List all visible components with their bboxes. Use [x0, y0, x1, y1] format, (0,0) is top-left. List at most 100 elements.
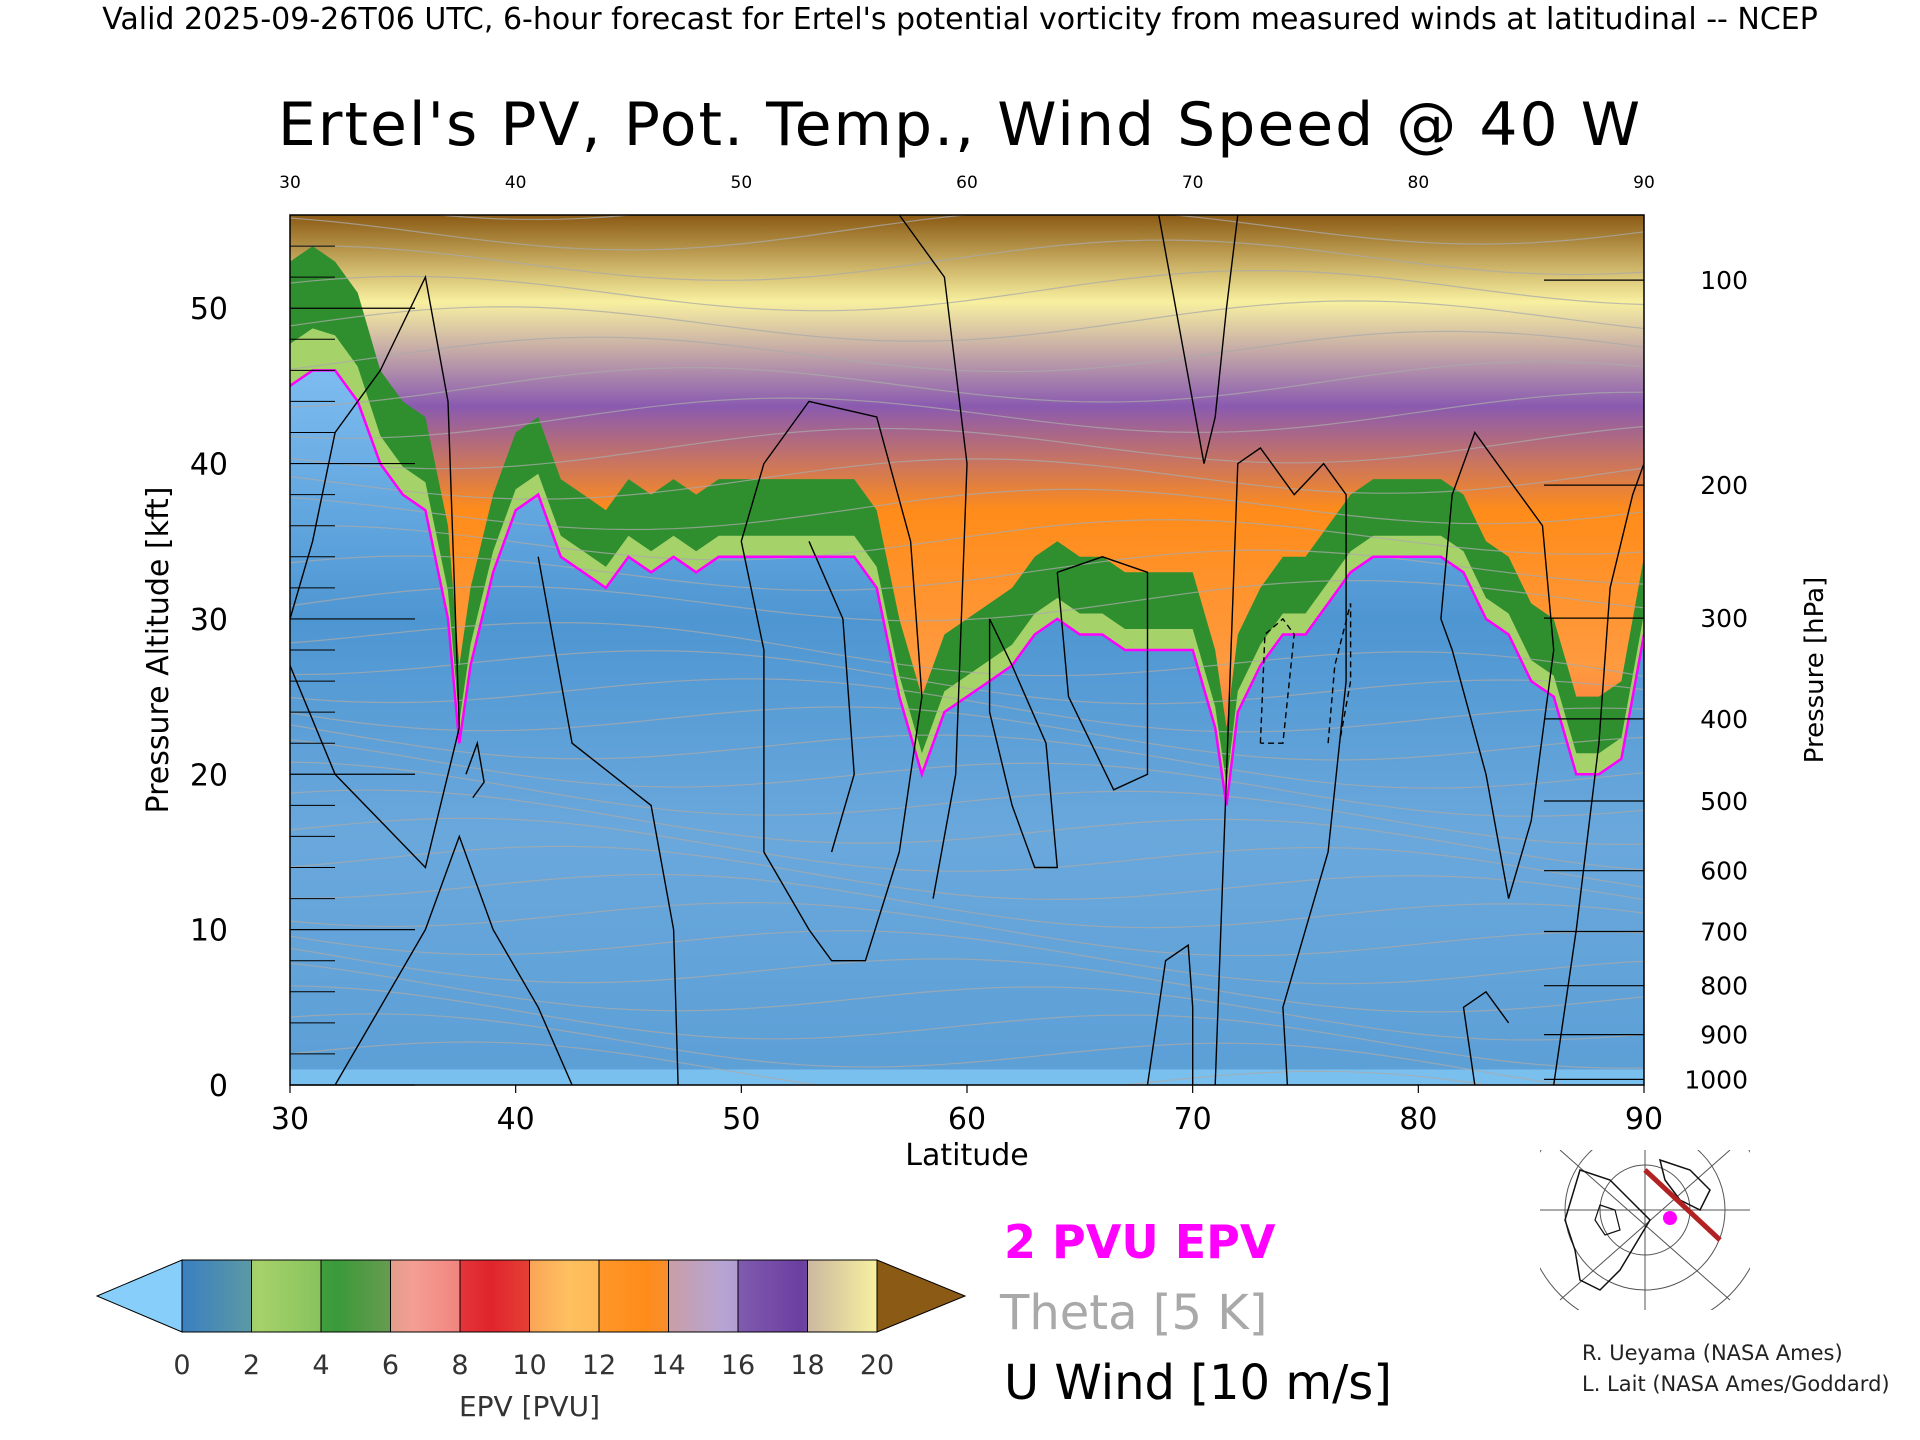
x-top-tick-label: 70 [1182, 173, 1204, 193]
theta-contour [290, 269, 1644, 312]
x-top-tick-label: 90 [1633, 173, 1655, 193]
x-top-tick-label: 30 [279, 173, 301, 193]
colorbar-label: EPV [PVU] [459, 1390, 600, 1423]
x-tick-label: 40 [497, 1102, 535, 1137]
x-top-tick-label: 60 [956, 173, 978, 193]
theta-contour [290, 706, 1644, 761]
u-wind-contour [1056, 556, 1149, 791]
theta-contour [432, 215, 637, 221]
theta-contour [290, 678, 1644, 733]
theta-contour [290, 962, 1644, 1041]
legend-u-wind: U Wind [10 m/s] [1004, 1355, 1393, 1411]
pressure-tick-label: 200 [1700, 471, 1748, 500]
theta-contour [290, 330, 1644, 373]
pressure-tick-label: 400 [1700, 705, 1748, 734]
theta-contour [290, 1013, 1571, 1085]
u-wind-contour [1158, 215, 1239, 464]
troposphere-fill [290, 370, 1644, 1085]
x-tick-label: 50 [722, 1102, 760, 1137]
u-wind-contour [808, 541, 855, 853]
u-wind-contour [740, 400, 923, 962]
u-wind-contour [334, 834, 573, 1085]
theta-contour [290, 930, 1644, 985]
x-top-tick-label: 50 [731, 173, 753, 193]
theta-contour [290, 519, 1644, 561]
colorbar-tick-label: 18 [790, 1350, 824, 1381]
x-tick-label: 80 [1399, 1102, 1437, 1137]
credit-line-1: R. Ueyama (NASA Ames) [1582, 1341, 1843, 1365]
y-tick-label: 30 [190, 603, 228, 638]
theta-contour [290, 579, 1644, 622]
colorbar-tick-label: 16 [721, 1350, 755, 1381]
colorbar-tick-label: 10 [512, 1350, 546, 1381]
u-wind-negative-contour [1259, 617, 1295, 744]
theta-contour [290, 761, 1644, 846]
surface-low-pv [290, 1069, 1644, 1085]
colorbar: 0 2 4 6 8 10 12 14 16 18 20 EPV [PVU] [95, 1259, 967, 1423]
theta-contour [290, 300, 1644, 342]
theta-contour [290, 488, 1644, 531]
chart-title: Ertel's PV, Pot. Temp., Wind Speed @ 40 … [277, 90, 1643, 160]
y-tick-label: 0 [209, 1069, 228, 1104]
pressure-tick-label: 1000 [1684, 1065, 1748, 1094]
u-wind-contour [465, 740, 485, 799]
theta-contour [290, 621, 1644, 677]
colorbar-tick-label: 6 [382, 1350, 399, 1381]
y-tick-label: 50 [190, 292, 228, 327]
colorbar-tick-label: 4 [312, 1350, 329, 1381]
theta-contour [290, 845, 1644, 901]
x-tick-label: 60 [948, 1102, 986, 1137]
theta-contour [290, 391, 1644, 439]
theta-contour [290, 215, 1644, 251]
theta-contour [290, 947, 1644, 1013]
u-wind-contour [1146, 943, 1194, 1085]
u-wind-contour [1214, 447, 1347, 1085]
colorbar-tick-label: 14 [651, 1350, 685, 1381]
x-tick-label: 70 [1174, 1102, 1212, 1137]
x-top-tick-label: 80 [1408, 173, 1430, 193]
colorbar-tick-label: 20 [860, 1350, 894, 1381]
theta-contour [290, 361, 1644, 408]
colorbar-over-arrow [876, 1259, 967, 1333]
theta-contour [290, 901, 1644, 957]
theta-contour [290, 739, 1644, 817]
u-wind-contour [1462, 990, 1510, 1085]
pvu2-contour [290, 369, 1644, 806]
colorbar-tick-label: 0 [173, 1350, 190, 1381]
legend-theta: Theta [5 K] [1000, 1285, 1268, 1341]
u-wind-contour [898, 215, 968, 899]
theta-contour [290, 425, 1644, 470]
pressure-tick-label: 900 [1700, 1021, 1748, 1050]
x-tick-label: 90 [1625, 1102, 1663, 1137]
colorbar-tick-label: 12 [582, 1350, 616, 1381]
x-axis-label: Latitude [905, 1138, 1028, 1173]
pressure-tick-label: 600 [1700, 857, 1748, 886]
legend-2pvu-epv: 2 PVU EPV [1004, 1215, 1276, 1269]
u-wind-contour [988, 618, 1059, 869]
u-wind-contour [1440, 431, 1555, 899]
u-wind-contour [290, 274, 461, 869]
polar-map-inset [1540, 1150, 1750, 1310]
theta-contour [290, 873, 1644, 929]
credit-line-2: L. Lait (NASA Ames/Goddard) [1582, 1372, 1890, 1396]
top-caption: Valid 2025-09-26T06 UTC, 6-hour forecast… [102, 2, 1818, 37]
theta-contour [290, 985, 1644, 1069]
axes: 30 30 40 40 50 50 60 60 70 70 80 80 90 90 Latitude 0 10 2… [141, 173, 1830, 1173]
x-top-tick-label: 40 [505, 173, 527, 193]
y-tick-label: 40 [190, 448, 228, 483]
colorbar-tick-label: 2 [243, 1350, 260, 1381]
pressure-axis-label: Pressure [hPa] [1800, 577, 1830, 764]
colorbar-tick-label: 8 [451, 1350, 468, 1381]
plot-area [290, 113, 1644, 1085]
u-wind-contour [1553, 463, 1644, 1085]
colorbar-under-arrow [95, 1259, 183, 1333]
u-wind-contour [537, 556, 679, 1085]
theta-contour [290, 789, 1644, 871]
u-wind-negative-contour [1327, 603, 1352, 744]
pressure-tick-label: 300 [1700, 604, 1748, 633]
y-tick-label: 10 [190, 914, 228, 949]
pressure-tick-label: 500 [1700, 787, 1748, 816]
theta-contour [290, 1041, 1492, 1085]
theta-contour [290, 113, 1644, 159]
